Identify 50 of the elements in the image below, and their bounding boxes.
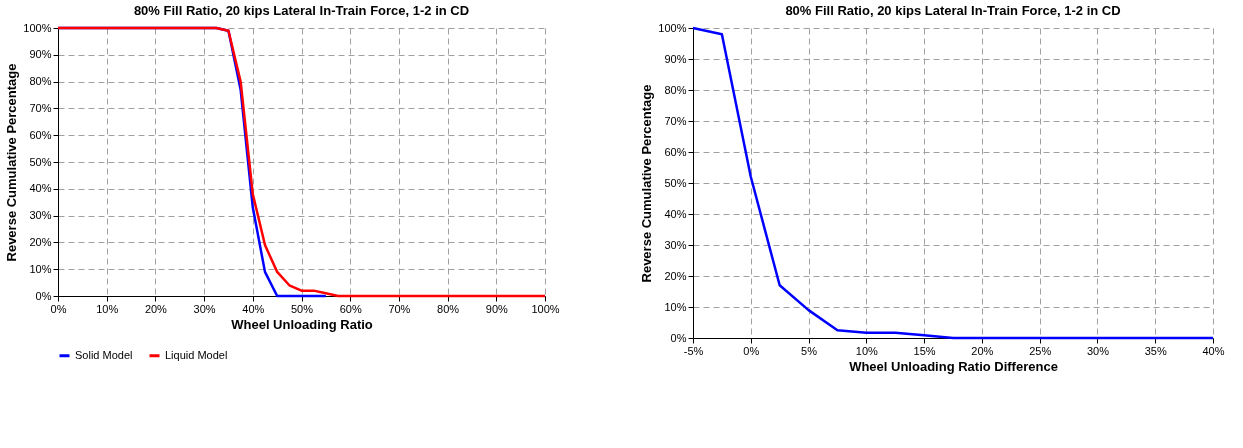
y-tick-label: 20% — [29, 235, 52, 248]
y-tick-label: 100% — [23, 21, 52, 34]
legend-label: Solid Model — [75, 348, 133, 361]
y-tick-label: 70% — [664, 114, 687, 127]
x-tick-label: 60% — [339, 302, 362, 315]
x-tick-label: 40% — [242, 302, 265, 315]
x-tick-label: 0% — [50, 302, 67, 315]
y-tick-label: 80% — [29, 75, 52, 88]
y-tick-label: 0% — [35, 289, 52, 302]
x-tick-label: 0% — [743, 344, 760, 357]
x-tick-label: 90% — [485, 302, 509, 315]
y-tick-label: 100% — [658, 21, 687, 34]
x-tick-label: 70% — [388, 302, 411, 315]
x-tick-label: 30% — [1086, 344, 1110, 357]
x-axis-title: Wheel Unloading Ratio Difference — [849, 358, 1058, 374]
x-tick-label: 25% — [1029, 344, 1052, 357]
y-tick-label: 60% — [664, 145, 687, 158]
x-tick-label: 35% — [1144, 344, 1167, 357]
y-tick-label: 0% — [670, 331, 687, 344]
y-tick-label: 70% — [29, 101, 52, 114]
x-tick-label: 5% — [801, 344, 818, 357]
y-tick-label: 90% — [664, 52, 687, 65]
x-tick-label: 30% — [193, 302, 216, 315]
chart-title: 80% Fill Ratio, 20 kips Lateral In-Train Force, 1-2 in CD — [133, 3, 470, 18]
chart-title: 80% Fill Ratio, 20 kips Lateral In-Train Force, 1-2 in CD — [785, 3, 1121, 18]
x-tick-label: 15% — [913, 344, 936, 357]
x-axis-title: Wheel Unloading Ratio — [231, 316, 373, 332]
y-tick-label: 40% — [29, 182, 52, 195]
x-tick-label: 20% — [144, 302, 168, 315]
y-tick-label: 30% — [29, 209, 52, 222]
y-tick-label: 50% — [29, 155, 52, 168]
y-tick-label: 50% — [664, 176, 687, 189]
y-tick-label: 80% — [664, 83, 687, 96]
y-axis-title: Reverse Cumulative Percentage — [639, 84, 655, 283]
x-tick-label: 10% — [96, 302, 119, 315]
legend-label: Liquid Model — [165, 348, 228, 361]
x-tick-label: 80% — [437, 302, 460, 315]
y-axis-title: Reverse Cumulative Percentage — [4, 63, 20, 262]
y-tick-label: 60% — [29, 128, 52, 141]
x-tick-label: 10% — [855, 344, 879, 357]
x-tick-label: 100% — [531, 302, 560, 315]
y-tick-label: 40% — [664, 207, 687, 220]
y-tick-label: 10% — [29, 262, 52, 275]
y-tick-label: 30% — [664, 238, 687, 251]
x-tick-label: 20% — [971, 344, 994, 357]
x-tick-label: 40% — [1202, 344, 1225, 357]
y-tick-label: 90% — [29, 48, 52, 61]
x-tick-label: 50% — [290, 302, 314, 315]
y-tick-label: 20% — [664, 269, 687, 282]
x-tick-label: -5% — [683, 344, 704, 357]
